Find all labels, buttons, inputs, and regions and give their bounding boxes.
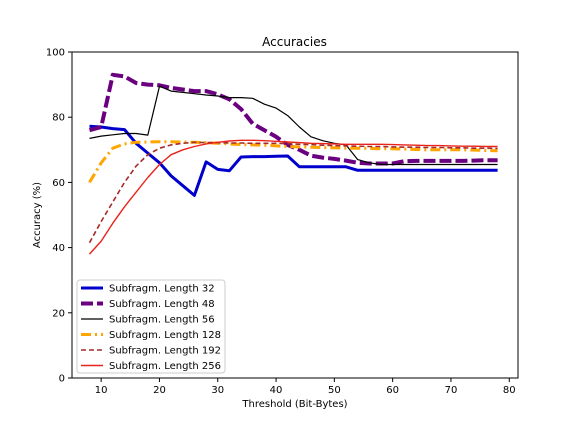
x-tick-label: 40 [270, 385, 283, 396]
legend-label: Subfragm. Length 32 [109, 284, 215, 295]
x-tick-label: 20 [153, 385, 166, 396]
x-tick-label: 70 [445, 385, 458, 396]
legend: Subfragm. Length 32 Subfragm. Length 48 Su… [76, 279, 226, 374]
series-lines [88, 72, 498, 255]
y-axis-label: Accuracy (%) [32, 182, 43, 248]
y-tick-label: 60 [52, 178, 65, 189]
legend-label: Subfragm. Length 256 [109, 361, 221, 372]
plot-area [71, 51, 519, 379]
y-tick-label: 20 [52, 308, 65, 319]
x-axis-label: Threshold (Bit-Bytes) [241, 399, 347, 410]
legend-box [76, 279, 226, 374]
legend-label: Subfragm. Length 56 [109, 315, 215, 326]
axes-frame [71, 51, 519, 379]
series-line-3 [89, 85, 498, 166]
x-tick-label: 80 [503, 385, 516, 396]
legend-label: Subfragm. Length 128 [109, 330, 221, 341]
series-line-4 [88, 140, 498, 184]
x-axis-ticks: 10 20 30 40 50 60 70 80 [95, 378, 516, 396]
legend-label: Subfragm. Length 192 [109, 346, 221, 357]
series-line-6 [88, 139, 498, 255]
legend-label: Subfragm. Length 48 [109, 299, 215, 310]
x-tick-label: 30 [211, 385, 224, 396]
x-tick-label: 50 [328, 385, 341, 396]
x-tick-label: 10 [95, 385, 108, 396]
y-tick-label: 100 [46, 48, 65, 59]
series-line-1 [89, 124, 498, 197]
y-tick-label: 0 [59, 374, 65, 385]
y-axis-ticks: 0 20 40 60 80 100 [46, 48, 72, 385]
y-tick-label: 80 [52, 113, 65, 124]
x-tick-label: 60 [386, 385, 399, 396]
chart-title: Accuracies [262, 35, 327, 49]
y-tick-label: 40 [52, 243, 65, 254]
